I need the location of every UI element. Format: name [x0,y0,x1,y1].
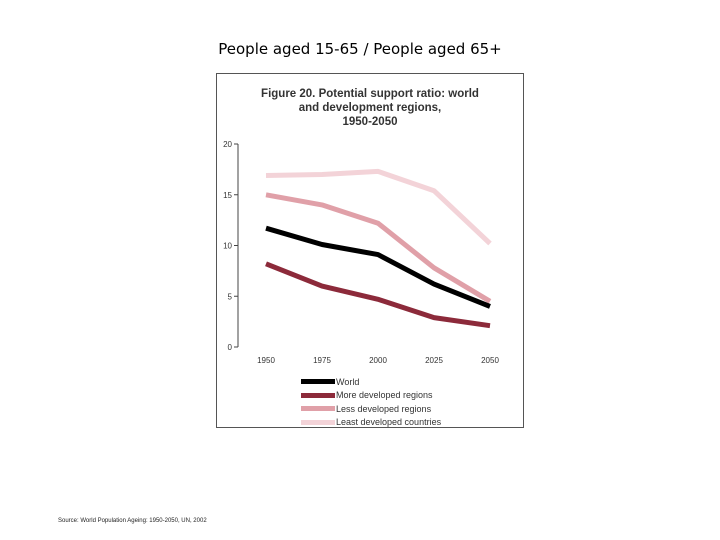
x-tick-label: 2050 [481,356,499,365]
figure-title-line-3: 1950-2050 [342,116,398,128]
x-tick-label: 1950 [257,356,275,365]
legend-item: More developed regions [301,389,441,403]
legend-item: Least developed countries [301,416,441,430]
series-line-world [265,225,491,309]
legend-label: Less developed regions [336,403,432,414]
y-tick-label: 10 [223,242,232,251]
legend-swatch [301,406,335,412]
x-tick-label: 2000 [369,356,387,365]
figure-box: Figure 20. Potential support ratio: worl… [216,73,524,428]
legend-swatch [301,392,335,398]
legend-swatch [301,379,335,385]
x-tick-label: 2025 [425,356,443,365]
y-tick-label: 5 [228,292,233,301]
legend-item: Less developed regions [301,402,441,416]
y-tick-label: 20 [223,140,232,149]
figure-title-line-1: Figure 20. Potential support ratio: worl… [261,88,479,100]
legend-swatch [301,419,335,425]
source-note: Source: World Population Ageing: 1950-20… [58,518,207,524]
legend-item: World [301,375,441,389]
x-tick-label: 1975 [313,356,331,365]
series-line-least-developed-countries [265,168,492,246]
legend-label: More developed regions [336,390,433,401]
legend-label: World [336,376,360,387]
legend-label: Least developed countries [336,417,442,428]
chart-legend: World More developed regions Less develope… [301,375,441,429]
y-tick-label: 15 [223,191,232,200]
figure-title-line-2: and development regions, [298,102,442,114]
series-line-less-developed-regions [265,192,492,304]
slide-title: People aged 15-65 / People aged 65+ [218,40,502,58]
y-tick-label: 0 [228,343,233,352]
series-line-more-developed-regions [265,261,491,329]
line-chart: 0 5 10 15 20 1950 1975 2000 2025 2050 [223,140,499,365]
